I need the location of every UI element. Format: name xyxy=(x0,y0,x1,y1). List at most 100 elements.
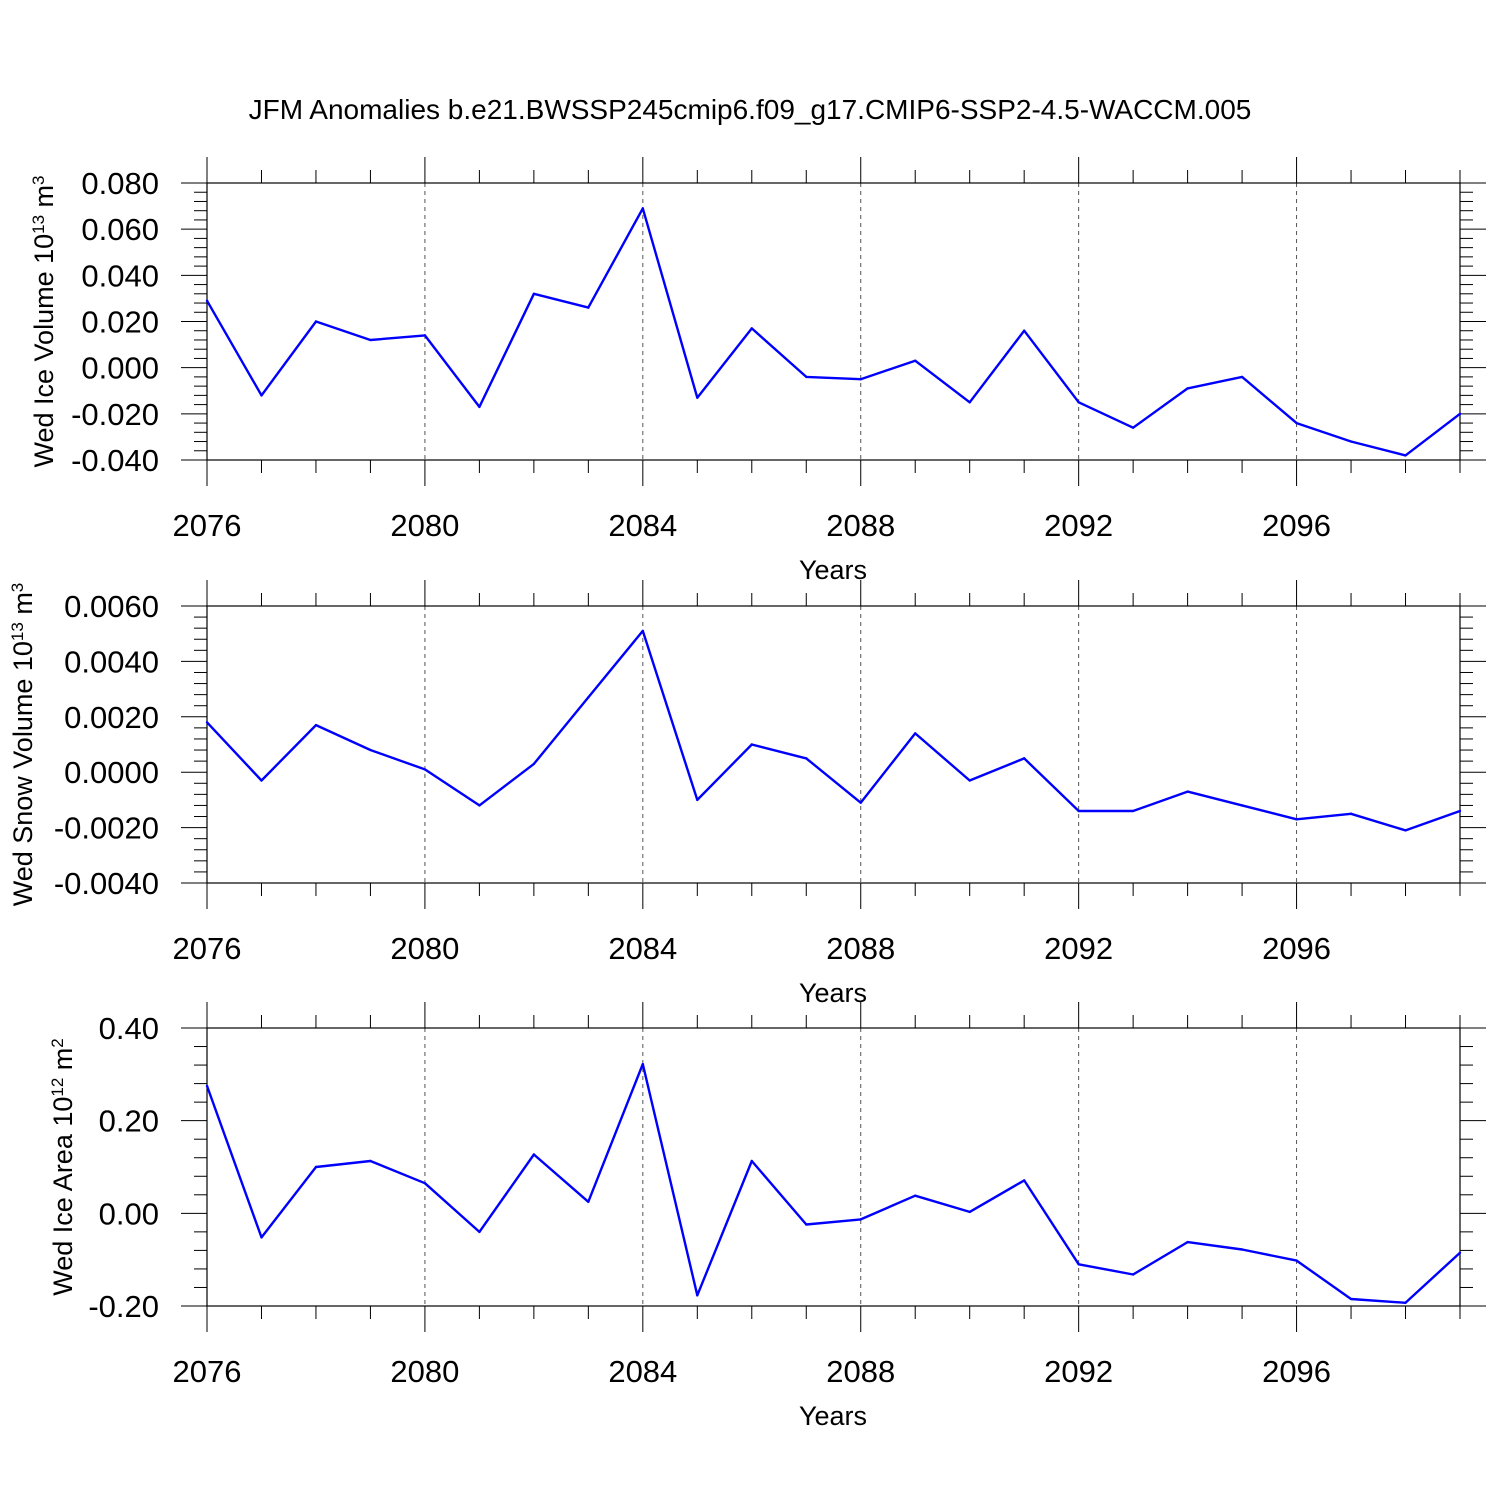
data-point xyxy=(1404,829,1407,832)
data-point xyxy=(750,327,753,330)
data-point xyxy=(260,394,263,397)
y-tick-label: -0.20 xyxy=(88,1289,159,1324)
data-point xyxy=(641,207,645,210)
chart-title: JFM Anomalies b.e21.BWSSP245cmip6.f09_g1… xyxy=(249,94,1252,125)
series-line-ice-volume xyxy=(205,207,1461,457)
data-point xyxy=(423,334,427,337)
x-tick-label: 2076 xyxy=(173,931,242,966)
y-tick-label: 0.000 xyxy=(81,351,159,386)
x-axis-label: Years xyxy=(799,1401,867,1431)
y-tick-label: 0.0000 xyxy=(64,755,159,790)
data-point xyxy=(1022,1179,1026,1182)
x-tick-label: 2092 xyxy=(1044,1354,1113,1389)
data-point xyxy=(1458,1251,1462,1254)
data-point xyxy=(532,762,536,766)
data-point xyxy=(587,306,590,309)
panel-ice-volume: -0.040 -0.020 0.000 0.020 0.040 0.060 0.080 207… xyxy=(29,157,1486,585)
x-tick-label: 2096 xyxy=(1262,508,1331,543)
x-tick-label: 2092 xyxy=(1044,508,1113,543)
data-point xyxy=(641,629,645,633)
data-point xyxy=(1240,375,1244,379)
x-tick-label: 2084 xyxy=(608,1354,677,1389)
data-point xyxy=(914,732,917,735)
series-line-snow-volume xyxy=(206,629,1461,832)
x-tick-label: 2080 xyxy=(390,1354,459,1389)
y-tick-label: 0.020 xyxy=(81,305,159,340)
data-point xyxy=(478,804,481,807)
series-line-ice-area xyxy=(205,1062,1461,1305)
data-point xyxy=(260,779,263,782)
data-point xyxy=(750,743,753,746)
x-tick-label: 2084 xyxy=(608,931,677,966)
data-point xyxy=(696,1294,699,1297)
y-tick-label: -0.040 xyxy=(71,443,159,478)
data-point xyxy=(968,401,971,404)
x-tick-label: 2088 xyxy=(826,931,895,966)
y-tick-label: -0.0040 xyxy=(54,866,159,901)
plot-frame xyxy=(206,1027,1461,1307)
x-tick-label: 2088 xyxy=(826,1354,895,1389)
data-point xyxy=(1077,401,1080,404)
data-point xyxy=(1295,421,1298,425)
x-tick-label: 2080 xyxy=(390,931,459,966)
y-axis-label: Wed Snow Volume 1013 m3 xyxy=(8,583,39,907)
data-point xyxy=(1131,1273,1135,1276)
x-axis-label: Years xyxy=(799,978,867,1008)
data-point xyxy=(1186,387,1189,390)
y-tick-label: 0.0020 xyxy=(64,700,159,735)
data-point xyxy=(1349,440,1353,443)
data-point xyxy=(805,375,808,379)
data-point xyxy=(968,1210,971,1214)
panel-ice-area: -0.20 0.00 0.20 0.40 2076 2080 2084 2088 2092 209… xyxy=(48,1002,1486,1431)
x-axis-label: Years xyxy=(799,555,867,585)
data-point xyxy=(478,405,481,409)
x-tick-label: 2084 xyxy=(608,508,677,543)
plot-frame xyxy=(206,182,1461,461)
data-point xyxy=(532,1153,536,1156)
data-point xyxy=(314,723,318,727)
y-tick-label: -0.0020 xyxy=(54,811,159,846)
data-point xyxy=(478,1230,481,1234)
data-point xyxy=(1022,757,1026,760)
y-tick-label: 0.00 xyxy=(99,1196,159,1231)
y-tick-label: 0.40 xyxy=(99,1011,159,1046)
data-point xyxy=(1349,1297,1353,1301)
y-tick-label: 0.20 xyxy=(99,1104,159,1139)
data-point xyxy=(1295,1259,1298,1262)
y-axis-label: Wed Ice Volume 1013 m3 xyxy=(29,175,60,467)
data-point xyxy=(1077,809,1080,813)
data-point xyxy=(587,1200,590,1203)
data-point xyxy=(914,359,917,362)
x-tick-label: 2088 xyxy=(826,508,895,543)
plot-frame xyxy=(206,605,1461,884)
data-point xyxy=(696,798,699,802)
data-point xyxy=(859,1218,862,1221)
data-point xyxy=(314,320,318,323)
data-point xyxy=(1240,804,1244,807)
y-tick-label: 0.080 xyxy=(81,166,159,201)
data-point xyxy=(1404,454,1407,457)
data-point xyxy=(369,748,372,752)
data-point xyxy=(750,1159,753,1163)
data-point xyxy=(205,299,209,302)
data-point xyxy=(369,1159,372,1163)
y-tick-label: 0.0060 xyxy=(64,589,159,624)
data-point xyxy=(532,292,536,295)
x-tick-label: 2096 xyxy=(1262,931,1331,966)
data-point xyxy=(205,1084,209,1088)
data-point xyxy=(805,757,808,760)
data-point xyxy=(314,1165,318,1169)
data-point xyxy=(805,1223,808,1226)
data-point xyxy=(859,378,862,381)
data-point xyxy=(1077,1263,1080,1266)
data-point xyxy=(1186,790,1189,793)
data-point xyxy=(1404,1301,1407,1304)
panel-snow-volume: -0.0040 -0.0020 0.0000 0.0020 0.0040 0.0060 20… xyxy=(8,580,1486,1008)
data-point xyxy=(369,338,372,342)
data-point xyxy=(641,1062,645,1066)
y-tick-label: 0.060 xyxy=(81,212,159,247)
data-point xyxy=(423,1182,427,1185)
y-tick-label: 0.0040 xyxy=(64,644,159,679)
data-point xyxy=(696,396,699,399)
